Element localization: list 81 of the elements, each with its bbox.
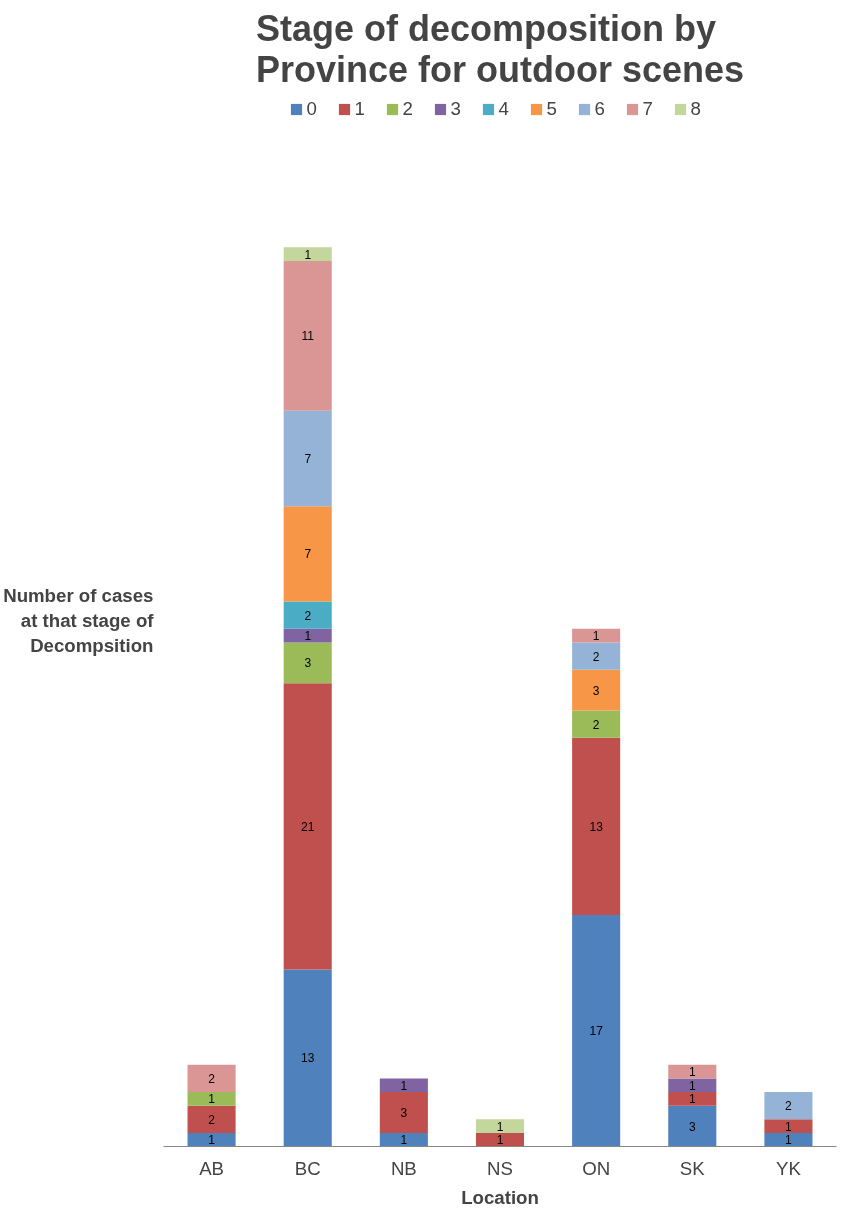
legend-label: 4	[498, 98, 510, 120]
data-label: 13	[589, 819, 604, 834]
bar	[379, 1132, 428, 1147]
legend-label: 2	[402, 98, 414, 120]
data-label: 2	[785, 1099, 793, 1114]
data-label: 1	[400, 1078, 408, 1093]
bar	[283, 601, 332, 629]
data-label: 1	[592, 629, 600, 644]
bar	[283, 506, 332, 602]
data-label: 3	[304, 656, 312, 671]
data-label: 1	[304, 629, 312, 644]
bar	[283, 642, 332, 684]
bar	[187, 1092, 236, 1106]
bar	[475, 1119, 525, 1133]
data-label: 21	[301, 819, 315, 834]
bar	[283, 969, 332, 1147]
bar	[764, 1092, 813, 1120]
legend-label: 1	[354, 98, 366, 120]
bar	[379, 1078, 428, 1093]
data-label: 2	[304, 608, 312, 623]
legend-label: 7	[642, 98, 654, 120]
bar	[764, 1119, 813, 1133]
x-axis-title: Location	[461, 1186, 539, 1208]
x-tick-label: AB	[199, 1157, 225, 1179]
bar	[668, 1105, 717, 1147]
data-label: 1	[304, 247, 312, 262]
bar	[187, 1105, 236, 1133]
bar	[572, 669, 621, 711]
bar	[187, 1064, 236, 1093]
data-label: 1	[400, 1133, 408, 1148]
bar	[475, 1132, 525, 1147]
data-label: 2	[208, 1112, 216, 1127]
data-label: 1	[785, 1133, 793, 1148]
bar	[283, 410, 332, 507]
bar	[283, 628, 332, 643]
data-label: 2	[592, 717, 600, 732]
bar	[379, 1092, 428, 1133]
bar	[572, 642, 621, 670]
x-tick-label: YK	[775, 1157, 802, 1179]
data-label: 1	[208, 1092, 216, 1107]
data-label: 7	[304, 452, 312, 467]
data-label: 2	[592, 649, 600, 664]
bar	[283, 683, 332, 970]
legend-label: 0	[306, 98, 318, 120]
bar	[572, 628, 621, 643]
data-label: 1	[496, 1133, 504, 1148]
bar	[572, 914, 621, 1147]
data-label: 7	[304, 547, 312, 562]
data-label: 2	[208, 1071, 216, 1086]
bar	[572, 710, 621, 738]
bar	[668, 1092, 717, 1106]
x-tick-label: NS	[487, 1157, 513, 1179]
data-label: 1	[688, 1078, 696, 1093]
bar	[283, 260, 332, 411]
data-label: 1	[208, 1133, 216, 1148]
bar	[283, 247, 332, 261]
legend-label: 5	[546, 98, 558, 120]
data-label: 1	[688, 1092, 696, 1107]
data-label: 11	[301, 329, 315, 344]
bar	[572, 737, 621, 915]
data-label: 13	[301, 1051, 315, 1066]
legend-label: 8	[690, 98, 702, 120]
data-label: 3	[592, 683, 600, 698]
x-tick-label: NB	[390, 1157, 417, 1179]
data-label: 3	[688, 1119, 696, 1134]
legend-label: 6	[594, 98, 606, 120]
data-label: 1	[688, 1065, 696, 1080]
x-tick-label: SK	[679, 1157, 706, 1179]
data-label: 3	[400, 1105, 408, 1120]
legend-label: 3	[450, 98, 462, 120]
bar	[668, 1064, 717, 1079]
bar	[187, 1132, 236, 1147]
data-label: 1	[785, 1119, 793, 1134]
bar	[764, 1132, 813, 1147]
x-tick-label: BC	[294, 1157, 321, 1179]
y-axis-title: Number of cases at that stage of Decompsition	[3, 584, 155, 657]
x-tick-label: ON	[582, 1157, 611, 1179]
chart-title: Stage of decomposition by Province for outdoor scenes	[255, 7, 745, 90]
bar	[668, 1078, 717, 1093]
data-label: 17	[589, 1024, 604, 1039]
data-label: 1	[496, 1119, 504, 1134]
